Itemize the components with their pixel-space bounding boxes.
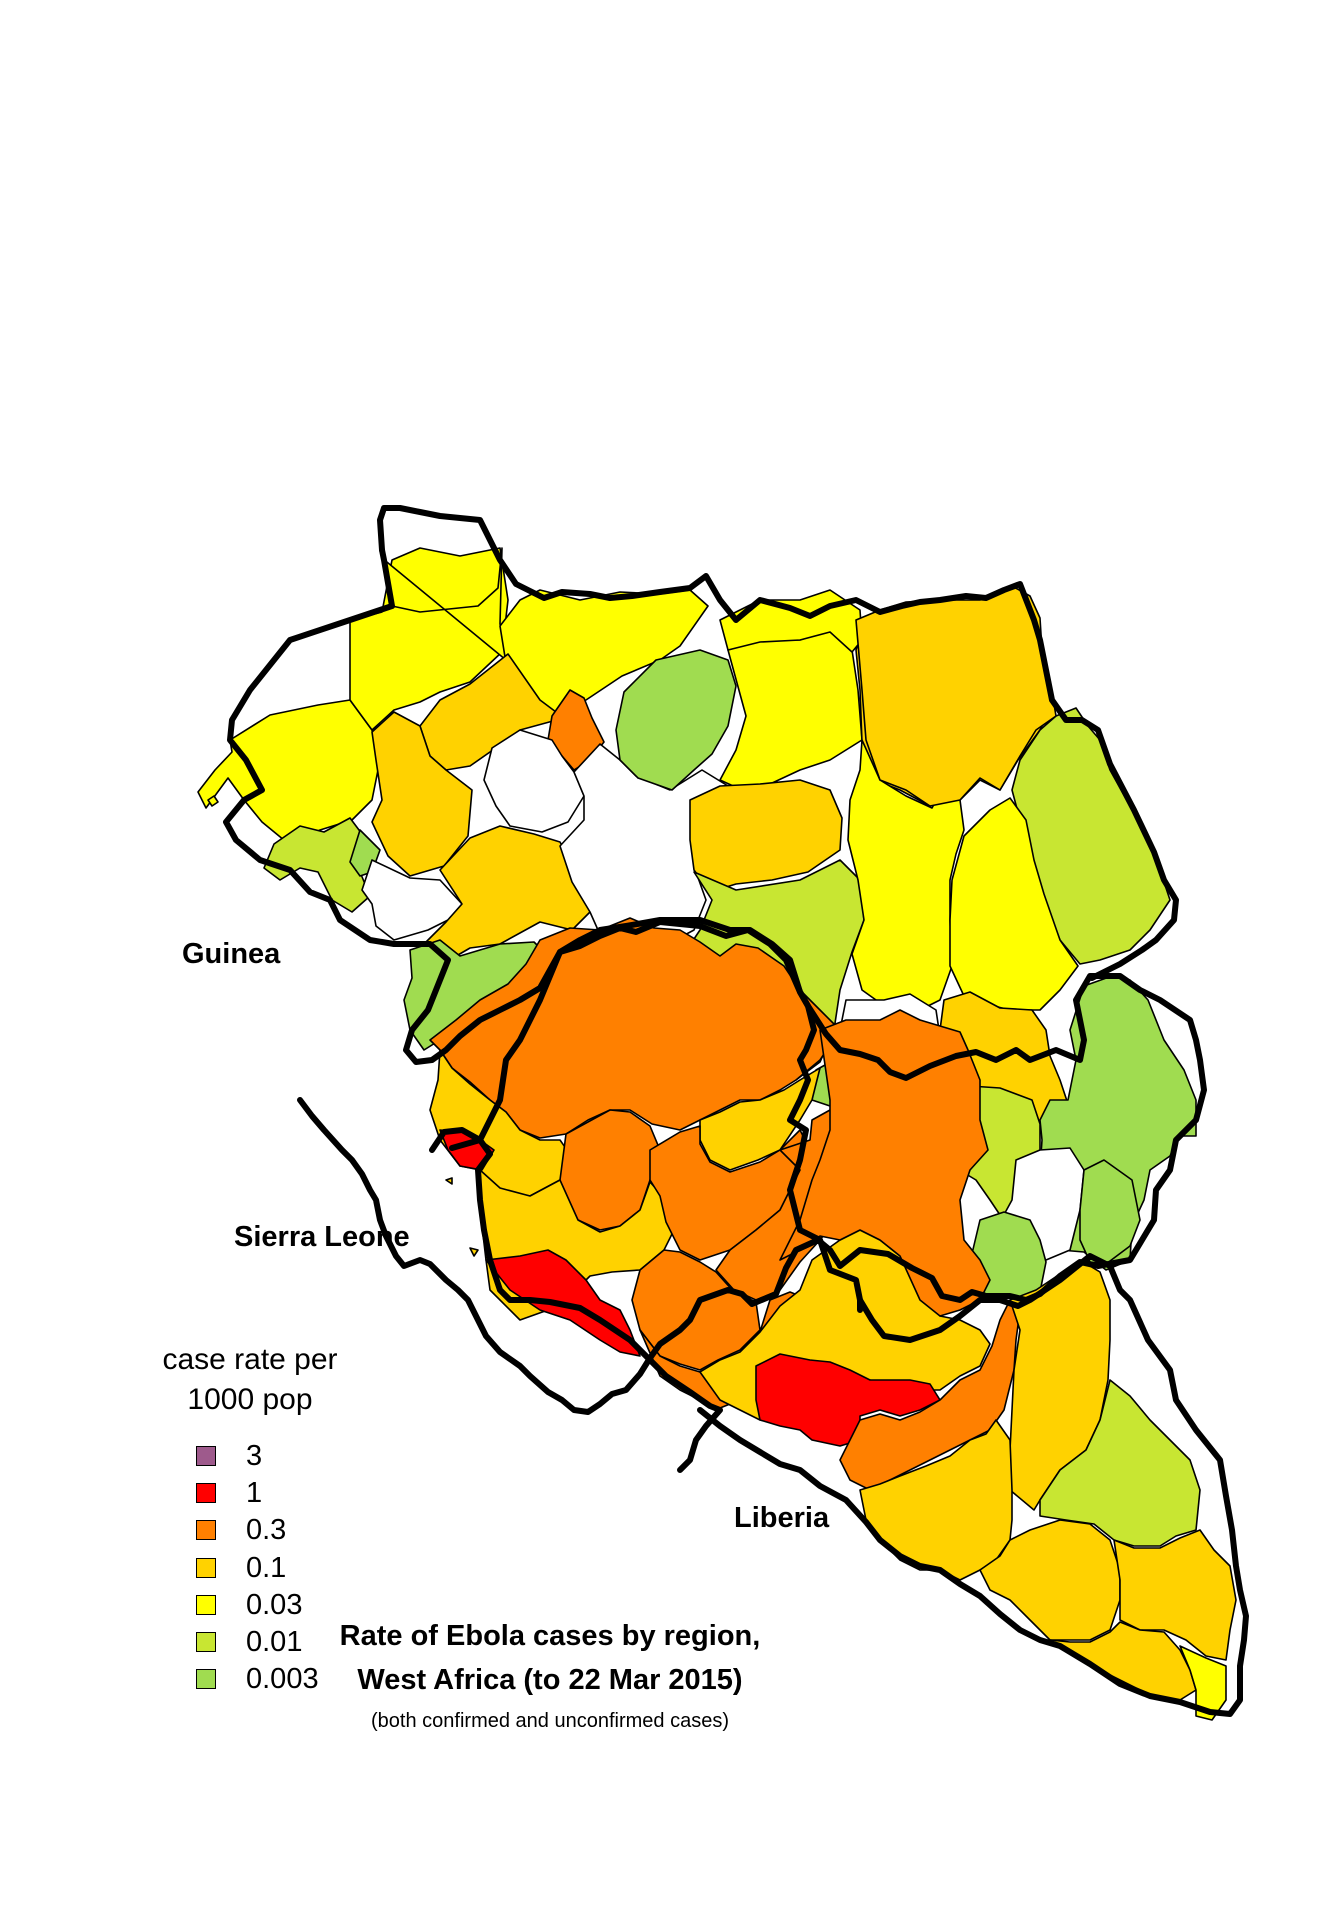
guinea-sl-border: [449, 917, 863, 1313]
guinea-regions: [197, 547, 1197, 1301]
caption-title-line2: West Africa (to 22 Mar 2015): [357, 1664, 743, 1696]
guinea-outline: [223, 547, 1207, 1415]
region-guinea-west-1: [371, 711, 473, 877]
region-lib-montserrado: [755, 1353, 941, 1447]
region-guinea-west-2: [263, 817, 371, 913]
sierra-leone-outline: [429, 1127, 723, 1473]
legend-title-line2: 1000 pop: [187, 1383, 313, 1416]
region-guinea-green-1: [615, 649, 737, 791]
island-1: [207, 795, 219, 807]
legend-item: 0.3: [196, 1514, 286, 1546]
legend-item: 0.03: [196, 1589, 302, 1621]
legend-label: 0.3: [246, 1513, 287, 1546]
region-guinea-north-4: [855, 585, 1057, 807]
region-guinea-nodata-1: [361, 859, 463, 941]
guinea-north-outline: [377, 505, 1179, 981]
country-label-liberia: Liberia: [734, 1502, 830, 1534]
region-guinea-south-3: [1079, 1159, 1141, 1265]
island-2: [469, 1247, 479, 1257]
legend-swatch: [196, 1669, 216, 1689]
island-3: [445, 1177, 453, 1185]
legend-swatch: [196, 1483, 216, 1503]
legend-label: 1: [246, 1476, 263, 1509]
caption-title-line1: Rate of Ebola cases by region,: [339, 1620, 761, 1652]
region-lib-se-4: [1179, 1645, 1227, 1721]
offshore-islands: [207, 795, 479, 1257]
legend-item: 0.003: [196, 1663, 319, 1695]
legend-item: 0.01: [196, 1626, 302, 1658]
legend-label: 0.03: [246, 1588, 303, 1621]
caption-note: (both confirmed and unconfirmed cases): [371, 1710, 729, 1732]
region-guinea-center-1: [719, 629, 863, 791]
legend-swatch: [196, 1558, 216, 1578]
country-borders: [223, 505, 1249, 1717]
region-lib-se-1: [1039, 1379, 1201, 1547]
legend-label: 3: [246, 1439, 263, 1472]
legend-label: 0.003: [246, 1662, 319, 1695]
legend-item: 0.1: [196, 1552, 286, 1584]
country-label-guinea: Guinea: [182, 938, 281, 970]
legend: case rate per 1000 pop 3 1 0.3 0.1 0.03 0.01 0…: [150, 1340, 410, 1695]
legend-title-line1: case rate per: [162, 1343, 338, 1376]
legend-label: 0.01: [246, 1625, 303, 1658]
legend-swatch: [196, 1520, 216, 1540]
liberia-regions: [699, 1009, 1237, 1721]
legend-item: 1: [196, 1477, 262, 1509]
region-sl-center-1: [699, 1067, 821, 1171]
region-guinea-east-5: [949, 797, 1079, 1011]
liberia-outline: [697, 1253, 1249, 1717]
legend-swatch: [196, 1595, 216, 1615]
region-lib-south-1: [859, 1419, 1013, 1581]
legend-swatch: [196, 1446, 216, 1466]
legend-label: 0.1: [246, 1551, 287, 1584]
country-label-sierra-leone: Sierra Leone: [234, 1221, 410, 1253]
region-guinea-nodata-2: [483, 729, 585, 833]
caption: Rate of Ebola cases by region, West Afri…: [320, 1614, 780, 1702]
legend-item: 3: [196, 1440, 262, 1472]
legend-swatch: [196, 1632, 216, 1652]
